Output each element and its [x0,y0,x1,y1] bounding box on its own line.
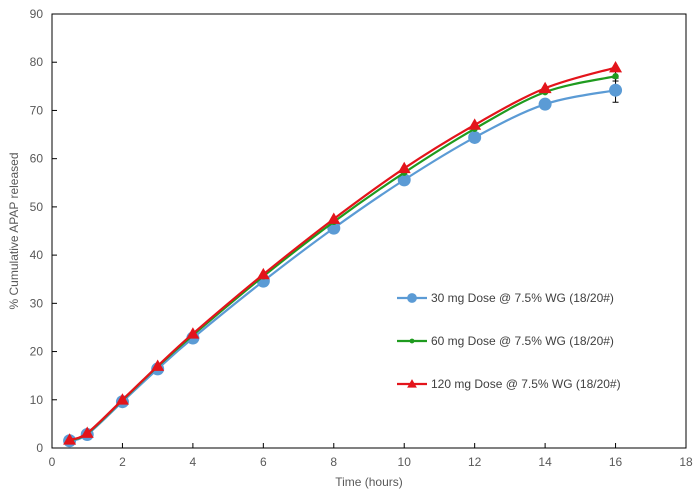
series-3 [63,61,623,445]
y-tick-label: 60 [30,152,44,166]
x-tick-label: 6 [260,455,267,469]
plot-area [63,61,623,448]
legend-label: 30 mg Dose @ 7.5% WG (18/20#) [431,291,614,305]
legend-item-2: 60 mg Dose @ 7.5% WG (18/20#) [397,334,614,348]
x-axis-title: Time (hours) [335,475,403,489]
plot-frame [51,13,687,449]
y-axis-title: % Cumulative APAP released [7,153,21,310]
legend-marker [409,338,415,344]
legend-item-1: 30 mg Dose @ 7.5% WG (18/20#) [397,291,614,305]
x-tick-label: 10 [398,455,412,469]
data-point [115,393,129,405]
tick-labels: 0 2 4 6 8 10 12 14 16 18 0 10 20 30 40 50 60 70 80 90 [30,7,693,469]
data-point [609,61,623,73]
data-point [468,118,482,130]
data-point [327,212,341,224]
x-tick-label: 14 [538,455,552,469]
y-tick-label: 30 [30,296,44,310]
y-tick-label: 50 [30,200,44,214]
legend-item-3: 120 mg Dose @ 7.5% WG (18/20#) [397,377,621,391]
data-point [151,359,165,371]
y-tick-label: 10 [30,393,44,407]
x-tick-label: 4 [190,455,197,469]
legend-marker [407,293,417,303]
legend-marker [407,379,417,388]
x-tick-label: 8 [330,455,337,469]
axes [51,13,687,449]
data-point [538,81,552,94]
data-point [397,161,411,174]
data-point [186,327,200,339]
x-tick-label: 18 [679,455,693,469]
data-point [63,433,77,445]
y-tick-label: 80 [30,55,44,69]
legend-label: 120 mg Dose @ 7.5% WG (18/20#) [431,377,621,391]
x-tick-label: 16 [609,455,623,469]
legend: 30 mg Dose @ 7.5% WG (18/20#) 60 mg Dose … [397,291,621,391]
y-tick-label: 70 [30,103,44,117]
data-point [397,173,411,187]
x-tick-label: 12 [468,455,482,469]
series-1 [63,77,623,448]
data-point [612,73,619,80]
data-point [609,83,623,97]
data-point [256,267,270,280]
x-tick-label: 0 [49,455,56,469]
y-tick-label: 0 [36,441,43,455]
legend-label: 60 mg Dose @ 7.5% WG (18/20#) [431,334,614,348]
data-point [538,97,552,111]
data-point [468,130,482,144]
y-tick-label: 90 [30,7,44,21]
data-point [80,426,94,438]
y-tick-label: 20 [30,345,44,359]
y-tick-label: 40 [30,248,44,262]
x-tick-label: 2 [119,455,126,469]
